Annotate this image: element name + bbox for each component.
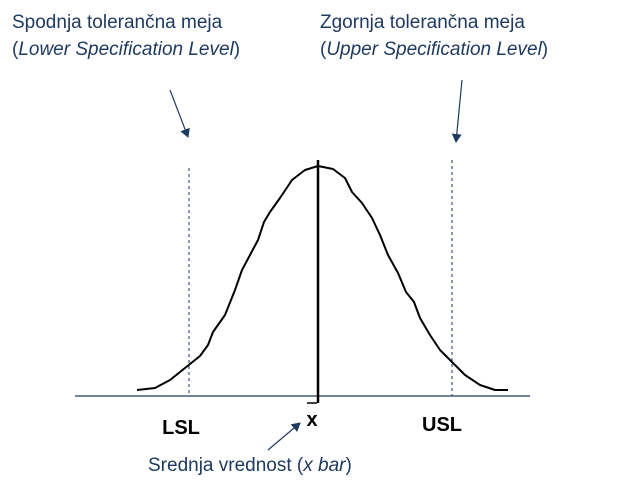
- paren: ): [542, 39, 548, 60]
- lsl-label: LSL: [162, 417, 200, 439]
- arrow: [451, 79, 463, 143]
- distribution-curve: [136, 165, 508, 391]
- lower-english: Lower Specification Level: [18, 39, 234, 60]
- paren: ): [346, 455, 352, 476]
- paren: ): [234, 39, 240, 60]
- upper-subtitle: (Upper Specification Level): [320, 39, 548, 60]
- lower-title: Spodnja tolerančna meja: [12, 12, 223, 33]
- mean-caption: Srednja vrednost (x bar): [148, 455, 352, 476]
- upper-title: Zgornja tolerančna meja: [320, 12, 525, 33]
- paren: (: [320, 39, 327, 60]
- usl-label: USL: [422, 414, 462, 436]
- caption-text: Srednja vrednost (: [148, 455, 304, 476]
- arrow: [267, 422, 301, 451]
- caption-italic: x bar: [302, 455, 346, 476]
- paren: (: [12, 39, 19, 60]
- mean-symbol: x: [306, 409, 317, 431]
- lower-subtitle: (Lower Specification Level): [12, 39, 240, 60]
- upper-english: Upper Specification Level: [326, 39, 542, 60]
- arrow: [169, 89, 190, 138]
